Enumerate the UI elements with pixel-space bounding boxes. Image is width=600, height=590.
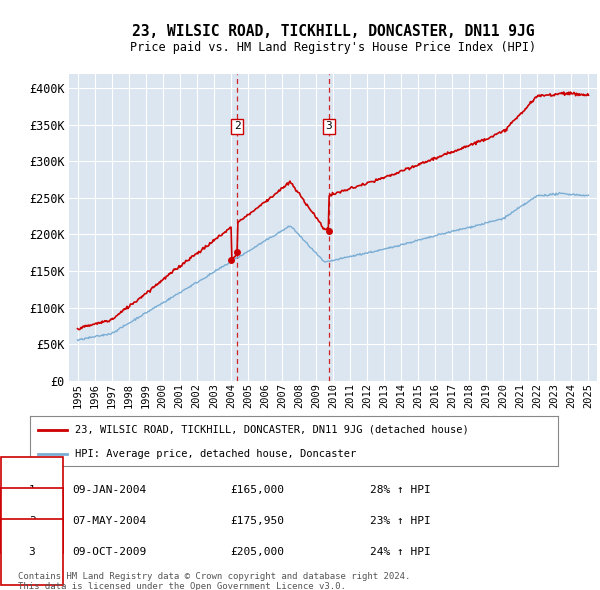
Text: 1: 1 [29, 484, 35, 494]
Text: 23, WILSIC ROAD, TICKHILL, DONCASTER, DN11 9JG: 23, WILSIC ROAD, TICKHILL, DONCASTER, DN… [132, 24, 534, 38]
Text: Contains HM Land Registry data © Crown copyright and database right 2024.: Contains HM Land Registry data © Crown c… [18, 572, 410, 581]
Text: 24% ↑ HPI: 24% ↑ HPI [370, 547, 431, 557]
Text: 28% ↑ HPI: 28% ↑ HPI [370, 484, 431, 494]
Text: 23, WILSIC ROAD, TICKHILL, DONCASTER, DN11 9JG (detached house): 23, WILSIC ROAD, TICKHILL, DONCASTER, DN… [75, 425, 469, 435]
Text: £175,950: £175,950 [230, 516, 284, 526]
Text: HPI: Average price, detached house, Doncaster: HPI: Average price, detached house, Donc… [75, 448, 356, 458]
Text: 2: 2 [234, 122, 241, 132]
Text: 2: 2 [29, 516, 35, 526]
Text: This data is licensed under the Open Government Licence v3.0.: This data is licensed under the Open Gov… [18, 582, 346, 590]
Text: Price paid vs. HM Land Registry's House Price Index (HPI): Price paid vs. HM Land Registry's House … [130, 41, 536, 54]
Text: 09-OCT-2009: 09-OCT-2009 [72, 547, 146, 557]
Text: 07-MAY-2004: 07-MAY-2004 [72, 516, 146, 526]
Text: £165,000: £165,000 [230, 484, 284, 494]
Text: 09-JAN-2004: 09-JAN-2004 [72, 484, 146, 494]
Text: 3: 3 [326, 122, 332, 132]
Text: 3: 3 [29, 547, 35, 557]
Text: 23% ↑ HPI: 23% ↑ HPI [370, 516, 431, 526]
Text: £205,000: £205,000 [230, 547, 284, 557]
